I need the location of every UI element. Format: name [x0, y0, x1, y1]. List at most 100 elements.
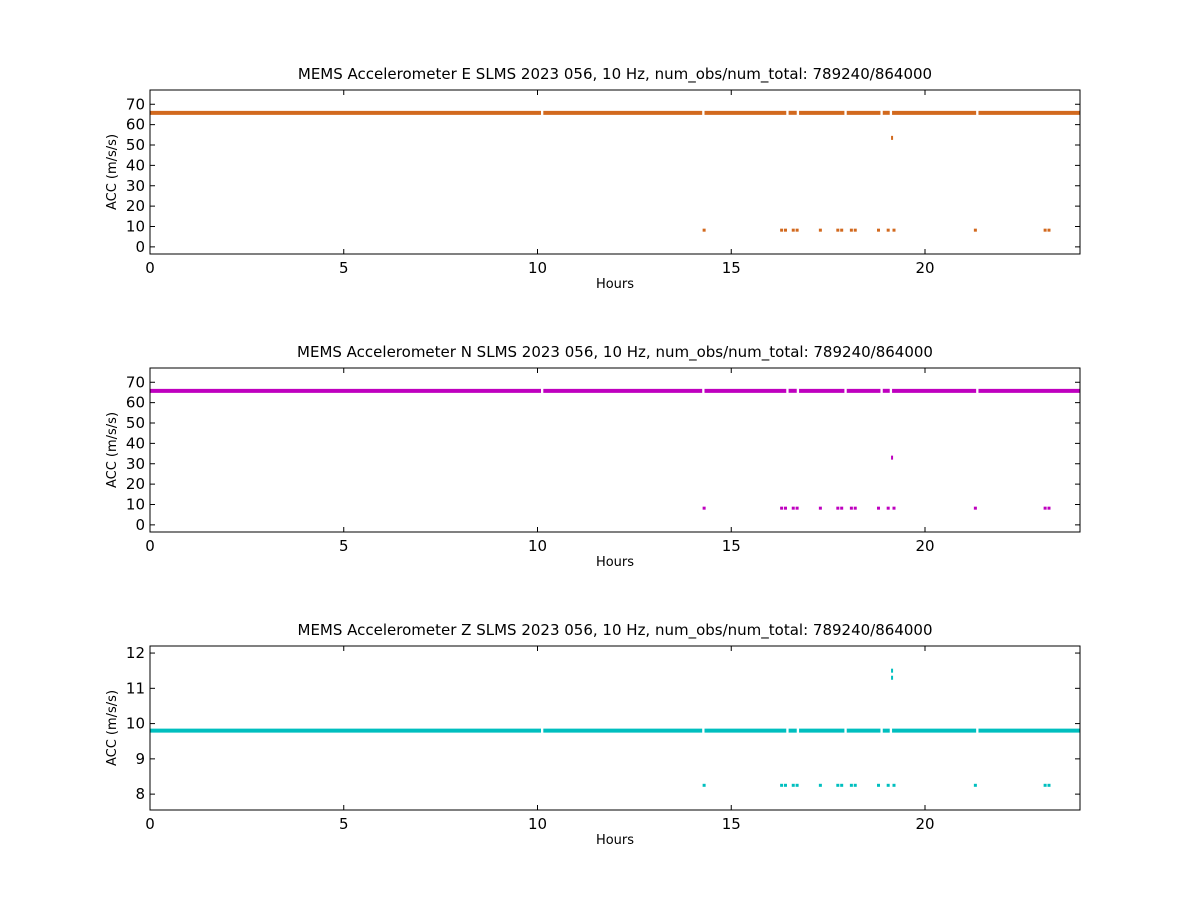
data-point	[784, 228, 787, 232]
data-point	[849, 228, 853, 232]
data-point	[791, 506, 795, 510]
data-point	[1047, 783, 1051, 787]
data-point	[853, 783, 857, 787]
data-point	[973, 506, 977, 510]
x-tick-label: 10	[528, 537, 547, 555]
data-point	[795, 783, 799, 787]
data-point	[795, 506, 799, 510]
data-point	[849, 506, 853, 510]
x-tick-label: 15	[722, 537, 741, 555]
y-tick-label: 20	[126, 197, 145, 215]
x-axis-label: Hours	[596, 833, 634, 848]
y-tick-label: 8	[135, 785, 145, 803]
x-axis-label: Hours	[596, 555, 634, 570]
data-point	[702, 506, 706, 510]
y-tick-label: 20	[126, 475, 145, 493]
spike-point	[891, 455, 894, 460]
data-point	[780, 506, 784, 510]
y-tick-label: 10	[126, 495, 145, 513]
data-point	[1043, 783, 1047, 787]
y-tick-label: 40	[126, 156, 145, 174]
chart-title: MEMS Accelerometer N SLMS 2023 056, 10 H…	[297, 343, 933, 362]
data-point	[780, 228, 784, 232]
data-point	[877, 228, 880, 232]
y-tick-label: 0	[135, 238, 145, 256]
data-point	[973, 228, 977, 232]
axes-frame	[149, 367, 1081, 533]
data-point	[973, 783, 977, 787]
x-tick-label: 20	[915, 537, 934, 555]
spike-point	[891, 668, 894, 673]
x-tick-label: 5	[339, 815, 349, 833]
y-axis-label: ACC (m/s/s)	[105, 134, 120, 210]
data-point	[795, 228, 799, 232]
x-tick-label: 10	[528, 815, 547, 833]
chart-panel-1: MEMS Accelerometer N SLMS 2023 056, 10 H…	[105, 343, 1081, 570]
y-tick-label: 70	[126, 373, 145, 391]
axes-frame	[149, 89, 1081, 255]
x-tick-label: 0	[145, 815, 155, 833]
x-tick-label: 0	[145, 259, 155, 277]
data-point	[1047, 228, 1051, 232]
data-point	[836, 506, 840, 510]
data-point	[1043, 228, 1047, 232]
data-point	[853, 228, 857, 232]
data-point	[818, 228, 822, 232]
y-tick-label: 70	[126, 95, 145, 113]
y-tick-label: 60	[126, 116, 145, 134]
axes-frame	[149, 645, 1081, 811]
spike-point	[891, 675, 894, 680]
data-point	[784, 506, 787, 510]
chart-panel-2: MEMS Accelerometer Z SLMS 2023 056, 10 H…	[105, 621, 1081, 848]
data-point	[892, 506, 896, 510]
data-point	[836, 228, 840, 232]
chart-title: MEMS Accelerometer E SLMS 2023 056, 10 H…	[298, 65, 932, 84]
data-point	[840, 228, 844, 232]
chart-panel-0: MEMS Accelerometer E SLMS 2023 056, 10 H…	[105, 65, 1081, 292]
data-point	[892, 228, 896, 232]
y-tick-label: 9	[135, 750, 145, 768]
data-point	[840, 783, 844, 787]
y-tick-label: 10	[126, 217, 145, 235]
data-point	[877, 783, 880, 787]
y-tick-label: 30	[126, 177, 145, 195]
data-point	[849, 783, 853, 787]
x-tick-label: 5	[339, 537, 349, 555]
spike-point	[891, 135, 894, 140]
x-tick-label: 5	[339, 259, 349, 277]
chart-title: MEMS Accelerometer Z SLMS 2023 056, 10 H…	[298, 621, 933, 640]
data-point	[791, 783, 795, 787]
data-point	[1047, 506, 1051, 510]
x-tick-label: 15	[722, 259, 741, 277]
y-tick-label: 11	[126, 679, 145, 697]
y-tick-label: 0	[135, 516, 145, 534]
x-tick-label: 15	[722, 815, 741, 833]
data-point	[791, 228, 795, 232]
x-axis-label: Hours	[596, 277, 634, 292]
data-point	[818, 783, 822, 787]
y-tick-label: 50	[126, 136, 145, 154]
data-point	[886, 228, 890, 232]
data-point	[702, 228, 706, 232]
x-tick-label: 0	[145, 537, 155, 555]
data-point	[840, 506, 844, 510]
data-point	[853, 506, 857, 510]
data-point	[784, 783, 787, 787]
data-point	[886, 783, 890, 787]
x-tick-label: 10	[528, 259, 547, 277]
data-point	[818, 506, 822, 510]
y-tick-label: 40	[126, 434, 145, 452]
y-axis-label: ACC (m/s/s)	[105, 690, 120, 766]
y-tick-label: 10	[126, 715, 145, 733]
data-point	[886, 506, 890, 510]
y-tick-label: 60	[126, 394, 145, 412]
data-point	[836, 783, 840, 787]
y-tick-label: 12	[126, 644, 145, 662]
data-point	[892, 783, 896, 787]
y-axis-label: ACC (m/s/s)	[105, 412, 120, 488]
data-point	[780, 783, 784, 787]
data-point	[702, 783, 706, 787]
y-tick-label: 30	[126, 455, 145, 473]
